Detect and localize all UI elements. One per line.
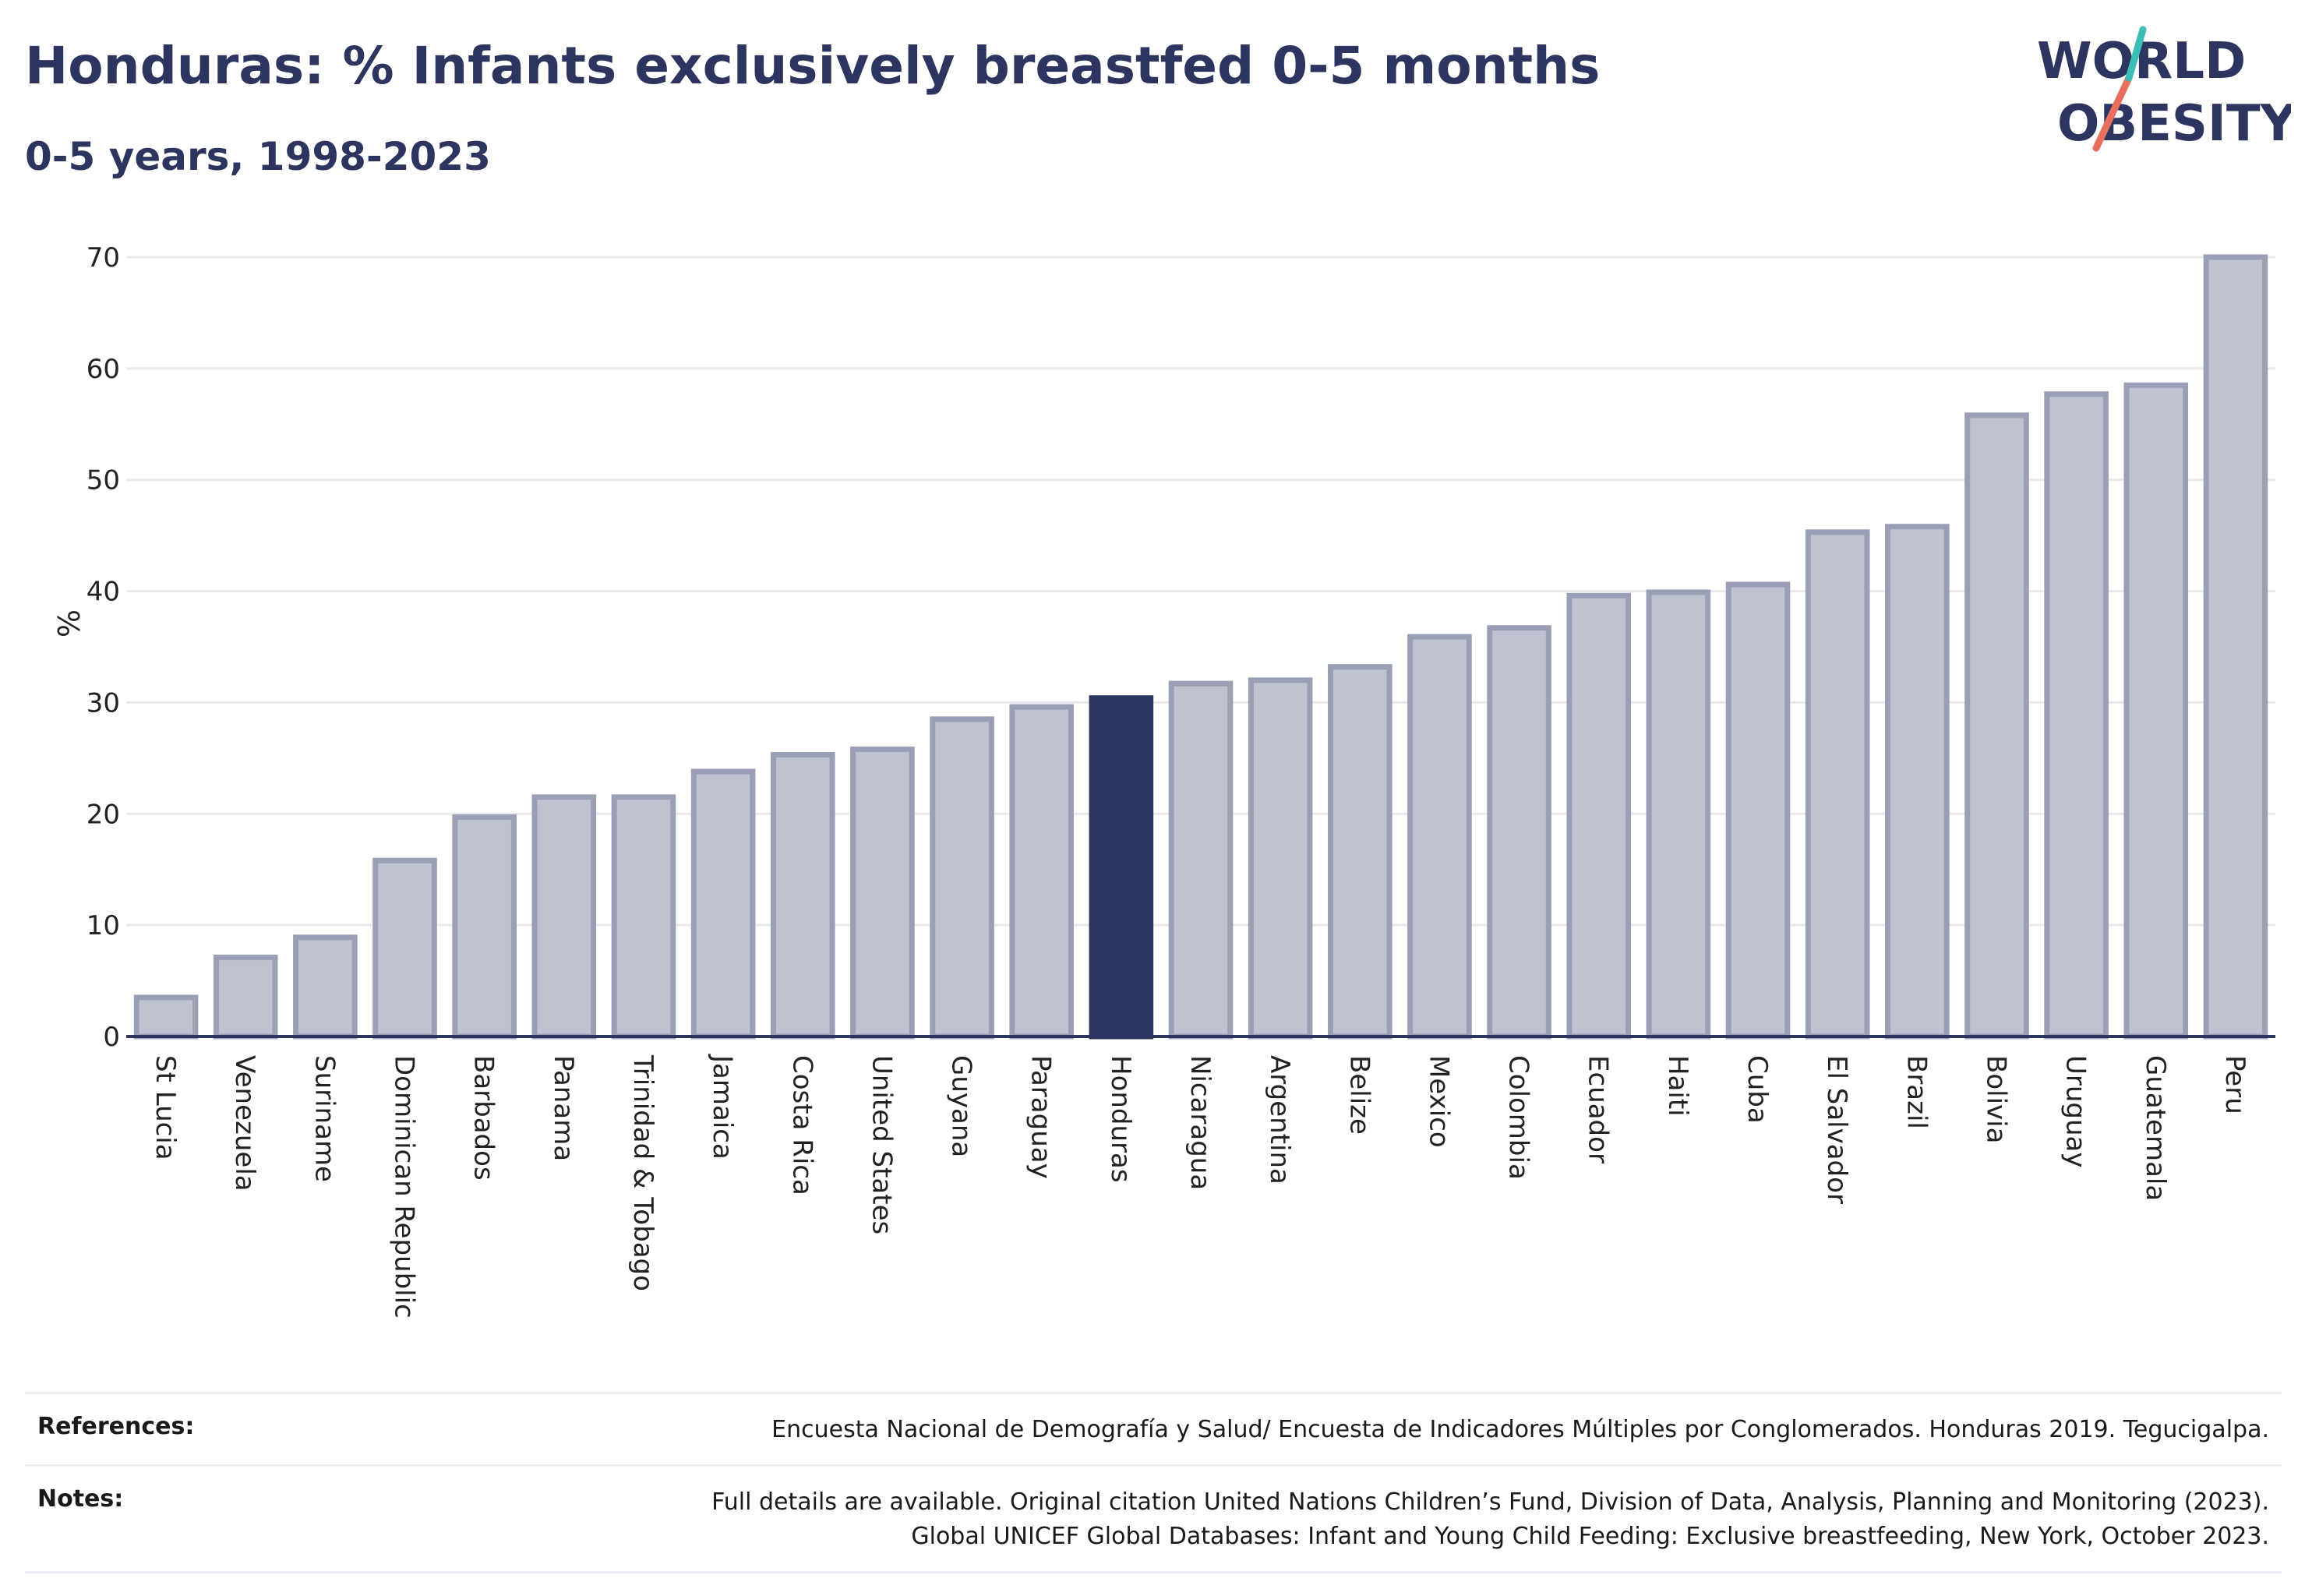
bar-venezuela xyxy=(213,955,278,1040)
bar-panama xyxy=(531,794,597,1040)
x-category-label: Honduras xyxy=(1105,1055,1136,1183)
x-category-label: Guatemala xyxy=(2140,1055,2171,1201)
references-label: References: xyxy=(37,1413,195,1440)
x-category-label: Trinidad & Tobago xyxy=(627,1054,658,1291)
bar-ecuador xyxy=(1566,592,1632,1040)
bar-barbados xyxy=(452,814,517,1040)
x-category-label: St Lucia xyxy=(150,1055,181,1160)
x-category-label: Ecuador xyxy=(1583,1055,1614,1163)
bar-argentina xyxy=(1248,677,1313,1040)
bar-trinidad-tobago xyxy=(611,794,676,1040)
y-tick-label: 50 xyxy=(86,465,120,496)
notes-label: Notes: xyxy=(37,1485,124,1513)
logo-slash-teal xyxy=(2125,26,2147,82)
bar-el-salvador xyxy=(1805,529,1870,1040)
y-tick-label: 60 xyxy=(86,354,120,385)
x-category-label: Bolivia xyxy=(1980,1055,2011,1143)
notes-line-1: Full details are available. Original cit… xyxy=(711,1488,2269,1516)
bar-paraguay xyxy=(1009,704,1074,1040)
x-category-label: Jamaica xyxy=(707,1054,738,1160)
chart-subtitle: 0-5 years, 1998-2023 xyxy=(25,134,491,179)
bar-united-states xyxy=(850,746,915,1040)
notes-row: Notes: Full details are available. Origi… xyxy=(25,1464,2282,1573)
bar-nicaragua xyxy=(1168,680,1234,1040)
x-category-label: El Salvador xyxy=(1821,1055,1852,1204)
y-tick-label: 70 xyxy=(86,242,120,274)
x-category-label: Uruguay xyxy=(2060,1055,2091,1168)
bar-cuba xyxy=(1725,581,1791,1040)
bar-costa-rica xyxy=(770,752,835,1040)
references-row: References: Encuesta Nacional de Demogra… xyxy=(25,1392,2282,1464)
x-category-label: Dominican Republic xyxy=(389,1055,420,1319)
x-category-label: Cuba xyxy=(1742,1055,1773,1124)
x-category-label: Nicaragua xyxy=(1184,1055,1216,1190)
bar-suriname xyxy=(293,934,358,1040)
y-tick-label: 30 xyxy=(86,687,120,719)
footer: References: Encuesta Nacional de Demogra… xyxy=(25,1392,2282,1573)
x-axis-category-labels: St Lucia Venezuela Suriname Dominican Repub… xyxy=(150,1054,2250,1319)
x-category-label: Guyana xyxy=(946,1055,977,1157)
y-tick-label: 40 xyxy=(86,577,120,608)
bar-bolivia xyxy=(1964,412,2029,1040)
bar-guyana xyxy=(930,716,994,1040)
x-category-label: Mexico xyxy=(1423,1055,1454,1148)
world-obesity-logo: WORLD OBESITY xyxy=(2037,26,2291,153)
x-category-label: United States xyxy=(866,1055,897,1234)
x-category-label: Barbados xyxy=(468,1055,499,1181)
y-axis-ticks: 0 10 20 30 40 50 60 70 xyxy=(86,242,120,1053)
x-category-label: Colombia xyxy=(1503,1055,1534,1180)
x-category-label: Peru xyxy=(2219,1055,2250,1114)
x-category-label: Belize xyxy=(1343,1055,1375,1135)
x-category-label: Panama xyxy=(548,1055,579,1161)
x-category-label: Argentina xyxy=(1264,1055,1295,1185)
bar-jamaica xyxy=(690,768,756,1040)
chart-title: Honduras: % Infants exclusively breastfe… xyxy=(25,36,1601,96)
x-category-label: Paraguay xyxy=(1025,1055,1057,1179)
references-text-block: Encuesta Nacional de Demografía y Salud/… xyxy=(771,1413,2269,1447)
y-tick-label: 20 xyxy=(86,799,120,830)
x-category-label: Suriname xyxy=(309,1055,340,1182)
bar-brazil xyxy=(1885,524,1950,1040)
notes-text-block: Full details are available. Original cit… xyxy=(711,1485,2269,1554)
x-category-label: Brazil xyxy=(1901,1055,1932,1129)
bar-uruguay xyxy=(2044,391,2109,1040)
y-axis-title: % xyxy=(51,609,85,637)
bar-belize xyxy=(1328,664,1393,1040)
logo-slash-coral xyxy=(2092,74,2133,152)
bar-peru xyxy=(2203,254,2268,1040)
bar-chart: 0 10 20 30 40 50 60 70 St Lucia Venezuela Surinam… xyxy=(51,242,2275,1319)
bar-st-lucia xyxy=(133,994,199,1040)
bar-haiti xyxy=(1646,589,1711,1040)
bar-honduras xyxy=(1089,695,1154,1040)
x-category-label: Costa Rica xyxy=(786,1055,817,1195)
y-tick-label: 0 xyxy=(103,1022,120,1053)
y-tick-label: 10 xyxy=(86,910,120,941)
bar-guatemala xyxy=(2123,382,2189,1040)
bars xyxy=(133,254,2268,1040)
references-text: Encuesta Nacional de Demografía y Salud/… xyxy=(771,1416,2269,1443)
bar-dominican-republic xyxy=(372,857,437,1040)
notes-line-2: Global UNICEF Global Databases: Infant a… xyxy=(911,1523,2269,1550)
bar-colombia xyxy=(1487,625,1551,1040)
bar-mexico xyxy=(1407,634,1472,1040)
x-category-label: Venezuela xyxy=(229,1055,260,1192)
x-category-label: Haiti xyxy=(1662,1055,1693,1117)
